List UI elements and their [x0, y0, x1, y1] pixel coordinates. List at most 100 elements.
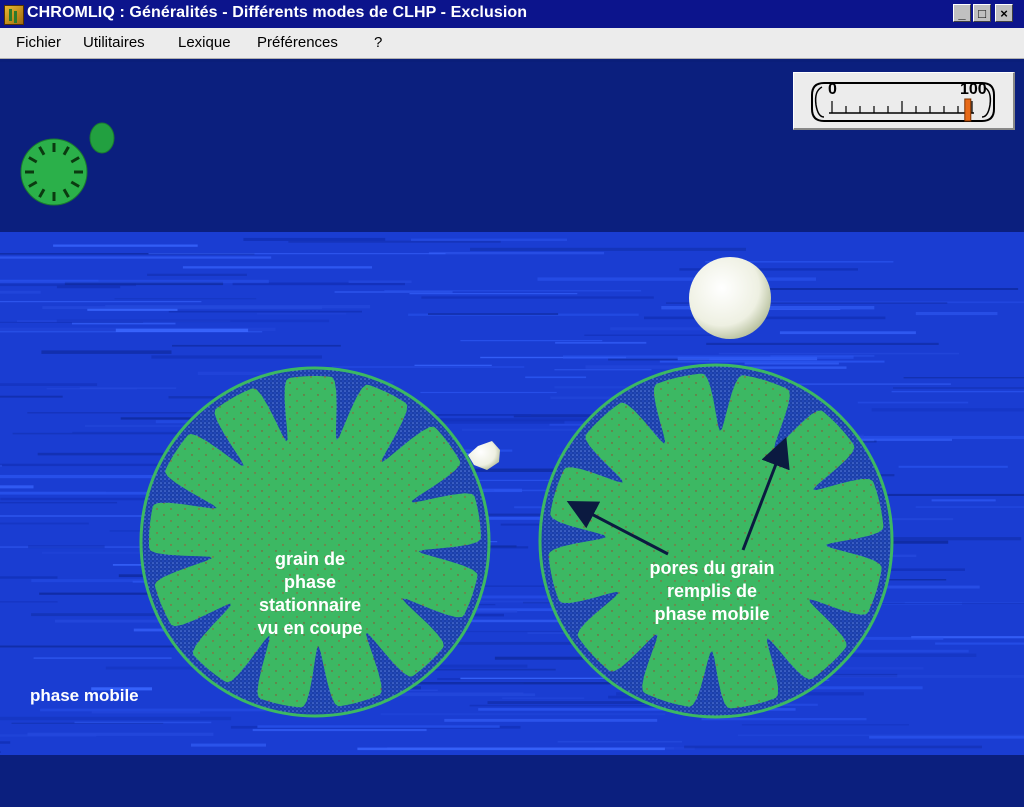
flow-streak: [17, 320, 231, 322]
flow-streak: [105, 666, 211, 670]
flow-streak: [348, 280, 412, 283]
flow-streak: [0, 301, 202, 303]
flow-streak: [27, 732, 214, 736]
flow-streak: [37, 452, 249, 456]
thumbnail-dial: [20, 122, 115, 206]
thumbnail-tick: [70, 180, 80, 188]
menu-lexique[interactable]: Lexique: [178, 34, 231, 51]
flow-streak: [513, 414, 663, 418]
flow-streak: [384, 290, 642, 292]
thumbnail-disc: [20, 138, 88, 206]
thumbnail-tick: [38, 146, 46, 156]
flow-streak: [741, 724, 909, 726]
flow-streak: [891, 390, 1024, 393]
flow-streak: [0, 645, 197, 648]
flow-streak: [893, 387, 1024, 389]
flow-streak: [554, 369, 652, 371]
flow-streak: [87, 308, 178, 311]
flow-streak: [432, 664, 528, 668]
flow-streak: [381, 668, 556, 671]
flow-streak: [0, 463, 311, 467]
flow-streak: [257, 312, 347, 315]
thumbnail-tick: [28, 156, 38, 164]
menu-utilitaires[interactable]: Utilitaires: [83, 34, 145, 51]
window-title: CHROMLIQ : Généralités - Différents mode…: [27, 4, 528, 21]
flow-streak: [666, 302, 948, 304]
flow-streak: [428, 251, 605, 255]
flow-streak: [0, 279, 269, 284]
menu-bar: Fichier Utilitaires Lexique Préférences …: [0, 28, 1024, 59]
thumbnail-bubble: [89, 122, 115, 154]
flow-streak: [537, 277, 816, 281]
flow-streak: [0, 491, 157, 495]
menu-preferences[interactable]: Préférences: [257, 34, 338, 51]
flow-streak: [0, 474, 223, 479]
flow-streak: [148, 253, 446, 255]
flow-streak: [737, 734, 1024, 737]
flow-streak: [779, 331, 916, 335]
minimize-button[interactable]: _: [953, 4, 971, 22]
flow-streak: [550, 396, 627, 400]
flow-streak: [91, 711, 201, 714]
flow-streak: [847, 435, 1024, 440]
progress-gauge[interactable]: 0 100: [793, 72, 1015, 130]
flow-streak: [114, 298, 257, 300]
flow-streak: [720, 383, 951, 385]
flow-streak: [0, 601, 58, 603]
right-grain: [538, 363, 894, 719]
flow-streak: [409, 682, 683, 685]
gauge-min-label: 0: [828, 81, 837, 98]
flow-streak: [705, 261, 894, 263]
gauge-scale: [811, 82, 995, 122]
thumbnail-tick: [62, 146, 70, 156]
flow-streak: [414, 364, 492, 366]
menu-help[interactable]: ?: [374, 34, 383, 51]
flow-streak: [462, 428, 592, 431]
flow-streak: [868, 602, 1024, 604]
flow-streak: [64, 281, 224, 286]
flow-streak: [830, 675, 1024, 678]
menu-fichier[interactable]: Fichier: [16, 34, 62, 51]
flow-streak: [706, 342, 939, 345]
flow-streak: [502, 697, 585, 699]
flow-streak: [871, 585, 980, 589]
flow-streak: [33, 657, 172, 659]
flow-streak: [555, 341, 647, 344]
flow-streak: [480, 356, 627, 359]
flow-streak: [684, 745, 982, 749]
flow-streak: [444, 718, 658, 722]
flow-streak: [232, 282, 405, 286]
flow-streak: [257, 725, 500, 728]
flow-streak: [935, 642, 1024, 645]
flow-streak: [0, 256, 272, 259]
lower-band: [0, 755, 1024, 807]
pore-arrow-right: [741, 436, 790, 551]
flow-streak: [345, 693, 536, 697]
gauge-level-indicator[interactable]: [964, 98, 972, 122]
flow-streak: [334, 291, 453, 293]
small-solute: [468, 441, 500, 470]
flow-streak: [0, 522, 89, 525]
flow-streak: [494, 656, 632, 660]
flow-streak: [333, 420, 565, 424]
gauge-ticks: [831, 101, 973, 113]
flow-streak: [744, 362, 839, 365]
flow-streak: [79, 387, 177, 389]
close-button[interactable]: ×: [995, 4, 1013, 22]
flow-streak: [0, 395, 63, 398]
flow-streak: [871, 408, 1024, 412]
flow-streak: [0, 576, 58, 579]
maximize-button[interactable]: □: [973, 4, 991, 22]
flow-streak: [763, 686, 923, 690]
flow-streak: [610, 327, 748, 331]
mobile-phase-caption: phase mobile: [30, 686, 139, 705]
right-grain-label: pores du grain remplis de phase mobile: [649, 558, 775, 624]
flow-streak: [608, 358, 710, 361]
flow-streak: [0, 751, 1, 753]
flow-streak: [0, 515, 155, 517]
pore-arrow-left: [566, 501, 669, 556]
flow-streak: [40, 708, 285, 712]
flow-streak: [659, 360, 885, 363]
flow-streak: [56, 285, 121, 289]
